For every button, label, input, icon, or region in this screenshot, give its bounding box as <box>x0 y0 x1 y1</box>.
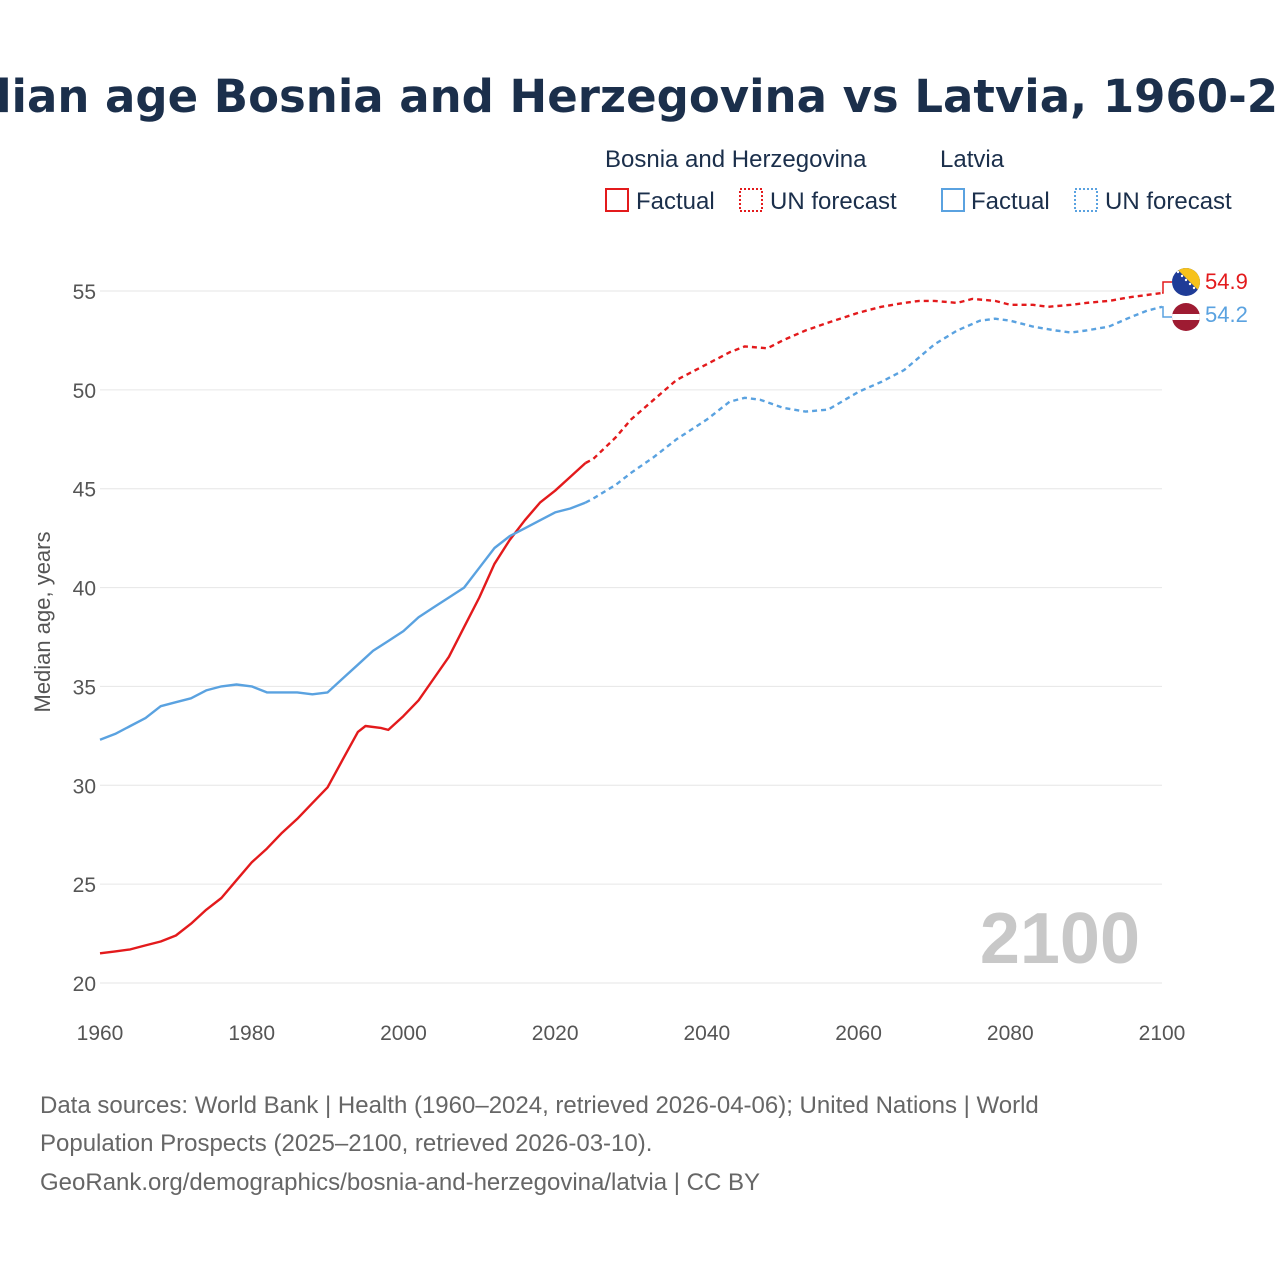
legend-swatch-latvia-forecast <box>1074 188 1098 212</box>
latviaforecast-line <box>584 305 1163 504</box>
legend-latvia-factual: Factual <box>971 188 1050 215</box>
bosnia-and-herzegovinaforecast-line <box>584 291 1163 465</box>
y-tick-label-25: 25 <box>73 874 96 897</box>
latviaend-connector <box>1162 306 1172 318</box>
x-tick-label-2040: 2040 <box>683 1022 730 1045</box>
bosnia-and-herzegovinafactual-line <box>99 462 587 955</box>
x-tick-label-2100: 2100 <box>1139 1022 1186 1045</box>
source-line-2: Population Prospects (2025–2100, retriev… <box>40 1130 652 1157</box>
legend-latvia-forecast: UN forecast <box>1105 188 1232 215</box>
y-tick-label-20: 20 <box>73 973 96 996</box>
source-line-3: GeoRank.org/demographics/bosnia-and-herz… <box>40 1169 760 1196</box>
latvia-end-value: 54.2 <box>1205 302 1248 327</box>
x-axis-ticks: 1960 1980 2000 2020 2040 2060 2080 2100 <box>77 1022 1186 1045</box>
year-watermark: 2100 <box>980 899 1140 979</box>
chart-title: Median age Bosnia and Herzegovina vs Lat… <box>0 70 1280 123</box>
latvia-flag-icon <box>1172 303 1200 331</box>
x-tick-label-2020: 2020 <box>532 1022 579 1045</box>
bosnia-and-herzegovinaend-connector <box>1162 281 1172 294</box>
source-line-1: Data sources: World Bank | Health (1960–… <box>40 1092 1039 1119</box>
legend-swatch-latvia-factual <box>941 188 965 212</box>
x-tick-label-2080: 2080 <box>987 1022 1034 1045</box>
y-tick-label-50: 50 <box>73 380 96 403</box>
series-layer <box>99 281 1172 955</box>
y-tick-label-55: 55 <box>73 281 96 304</box>
x-tick-label-2000: 2000 <box>380 1022 427 1045</box>
x-tick-label-1980: 1980 <box>228 1022 275 1045</box>
y-tick-label-40: 40 <box>73 578 96 601</box>
legend-bosnia-forecast: UN forecast <box>770 188 897 215</box>
legend-bosnia-factual: Factual <box>636 188 715 215</box>
legend: Bosnia and Herzegovina Factual UN foreca… <box>605 146 1232 215</box>
legend-country-bosnia: Bosnia and Herzegovina <box>605 146 867 173</box>
latviafactual-line <box>99 501 586 741</box>
y-axis-label: Median age, years <box>30 532 55 713</box>
x-tick-label-1960: 1960 <box>77 1022 124 1045</box>
x-tick-label-2060: 2060 <box>835 1022 882 1045</box>
bosnia-flag-icon <box>1172 268 1200 296</box>
legend-swatch-bosnia-forecast <box>739 188 763 212</box>
y-tick-label-45: 45 <box>73 479 96 502</box>
legend-country-latvia: Latvia <box>940 146 1005 173</box>
legend-swatch-bosnia-factual <box>605 188 629 212</box>
y-axis-ticks: 20 25 30 35 40 45 50 55 <box>73 281 96 996</box>
grid-layer <box>100 290 1162 984</box>
y-tick-label-30: 30 <box>73 775 96 798</box>
y-tick-label-35: 35 <box>73 676 96 699</box>
bosnia-end-value: 54.9 <box>1205 269 1248 294</box>
